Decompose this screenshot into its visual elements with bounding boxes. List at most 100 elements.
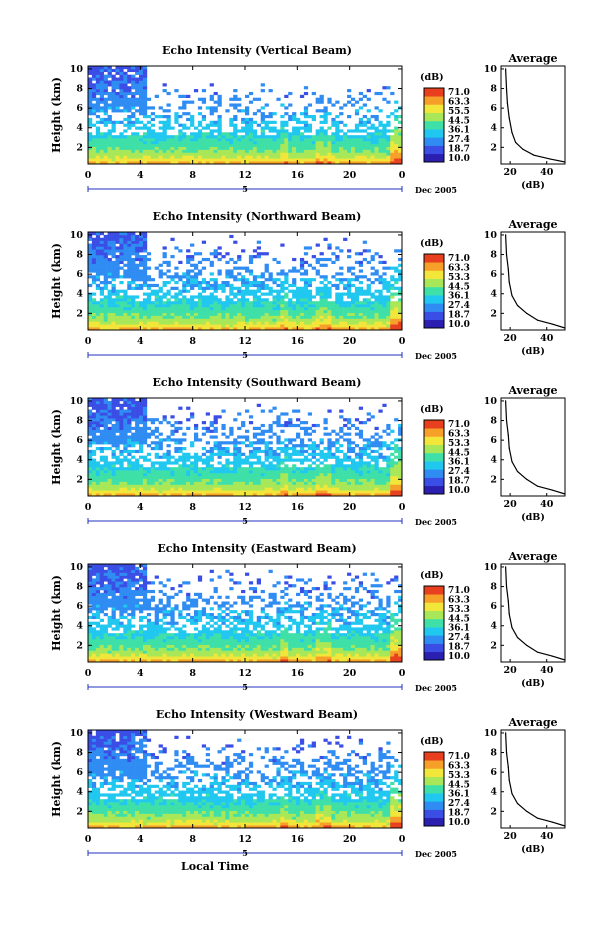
heatmap-cell <box>264 441 269 445</box>
heatmap-cell <box>150 321 156 325</box>
heatmap-cell <box>123 449 128 454</box>
heatmap-cell <box>115 103 120 107</box>
heatmap-cell <box>390 478 395 482</box>
heatmap-cell <box>370 158 375 162</box>
heatmap-cell <box>146 318 152 322</box>
heatmap-cell <box>103 68 108 73</box>
heatmap-cell <box>162 321 167 325</box>
heatmap-cell <box>241 318 246 322</box>
heatmap-cell <box>103 435 108 439</box>
heatmap-cell <box>299 444 305 448</box>
heatmap-cell <box>252 275 258 279</box>
heatmap-cell <box>237 458 242 462</box>
profile-point <box>526 312 528 314</box>
heatmap-cell <box>115 426 120 430</box>
heatmap-cell <box>296 321 301 325</box>
heatmap-cell <box>99 106 104 110</box>
heatmap-cell <box>256 458 261 462</box>
heatmap-cell <box>123 441 128 445</box>
heatmap-cell <box>343 464 348 468</box>
heatmap-cell <box>162 89 167 93</box>
heatmap-cell <box>131 120 136 124</box>
heatmap-cell <box>386 478 391 482</box>
heatmap-cell <box>248 321 254 325</box>
y-tick-label: 4 <box>76 123 83 134</box>
heatmap-cell <box>296 120 301 124</box>
heatmap-cell <box>201 426 207 430</box>
heatmap-cell <box>335 152 340 156</box>
heatmap-cell <box>366 286 371 290</box>
heatmap-cell <box>213 129 218 133</box>
heatmap-cell <box>119 415 124 419</box>
heatmap-cell <box>358 464 364 468</box>
heatmap-cell <box>135 257 140 262</box>
heatmap-cell <box>390 464 395 468</box>
heatmap-cell <box>284 292 289 296</box>
heatmap-cell <box>241 120 246 124</box>
heatmap-cell <box>213 138 218 142</box>
heatmap-cell <box>378 123 383 127</box>
heatmap-cell <box>394 100 399 104</box>
heatmap-cell <box>182 281 187 285</box>
heatmap-cell <box>103 263 108 267</box>
heatmap-cell <box>88 400 93 405</box>
heatmap-cell <box>288 321 293 325</box>
heatmap-cell <box>378 255 383 259</box>
profile-title: Average <box>507 218 557 231</box>
heatmap-cell <box>221 447 226 451</box>
heatmap-cell <box>252 304 258 308</box>
heatmap-cell <box>354 275 360 279</box>
heatmap-cell <box>139 255 144 259</box>
heatmap-cell <box>327 467 332 471</box>
heatmap-cell <box>299 461 305 465</box>
heatmap-cell <box>280 327 285 331</box>
heatmap-cell <box>284 149 289 153</box>
heatmap-cell <box>241 309 246 313</box>
heatmap-cell <box>311 138 316 142</box>
heatmap-cell <box>139 455 144 459</box>
heatmap-cell <box>201 295 207 299</box>
heatmap-cell <box>131 275 136 279</box>
heatmap-cell <box>221 426 226 430</box>
heatmap-cell <box>186 484 191 488</box>
heatmap-cell <box>370 272 375 276</box>
heatmap-cell <box>248 464 254 468</box>
heatmap-cell <box>107 135 112 139</box>
heatmap-cell <box>139 257 144 262</box>
heatmap-cell <box>201 286 207 290</box>
heatmap-cell <box>358 484 364 488</box>
heatmap-cell <box>127 80 132 84</box>
heatmap-cell <box>154 493 159 497</box>
heatmap-cell <box>241 487 246 491</box>
heatmap-cell <box>193 321 199 325</box>
heatmap-cell <box>146 266 152 270</box>
heatmap-cell <box>237 103 242 107</box>
heatmap-cell <box>256 467 261 471</box>
heatmap-cell <box>123 412 128 416</box>
heatmap-cell <box>107 106 112 110</box>
heatmap-cell <box>119 487 124 491</box>
heatmap-cell <box>190 306 195 311</box>
heatmap-cell <box>221 441 226 445</box>
heatmap-cell <box>139 406 144 410</box>
heatmap-cell <box>213 327 218 331</box>
heatmap-cell <box>362 304 367 308</box>
heatmap-cell <box>358 315 364 319</box>
heatmap-cell <box>115 83 120 87</box>
heatmap-cell <box>315 324 320 328</box>
heatmap-cell <box>123 135 128 139</box>
heatmap-cell <box>288 306 293 311</box>
heatmap-cell <box>88 432 93 436</box>
heatmap-cell <box>272 432 277 436</box>
heatmap-cell <box>197 149 203 153</box>
heatmap-cell <box>354 324 360 328</box>
heatmap-cell <box>103 143 108 147</box>
x-tick-label: 4 <box>137 502 144 513</box>
heatmap-cell <box>343 140 348 145</box>
heatmap-cell <box>91 246 97 250</box>
heatmap-cell <box>193 143 199 147</box>
heatmap-cell <box>142 493 148 497</box>
heatmap-cell <box>335 484 340 488</box>
heatmap-cell <box>225 490 230 494</box>
heatmap-cell <box>95 418 101 422</box>
